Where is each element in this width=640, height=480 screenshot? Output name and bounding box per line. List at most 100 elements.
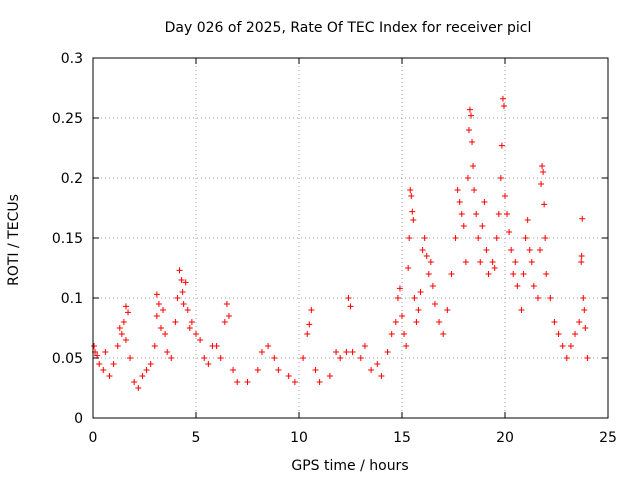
x-tick-label: 10 [290,430,308,446]
data-point [411,295,418,301]
data-point [143,367,150,373]
data-point [153,291,160,298]
y-tick-label: 0.2 [61,171,83,187]
data-point [304,331,311,337]
data-point [465,127,472,133]
data-point [384,349,391,355]
data-point [392,319,399,325]
data-point [491,265,498,271]
data-point [221,319,228,325]
data-point [271,355,278,361]
data-point [485,271,492,277]
data-point [460,223,467,229]
data-point [470,163,477,169]
data-point [333,349,340,355]
data-point [427,259,434,265]
y-axis-title: ROTI / TECUs [6,194,22,286]
data-point [135,385,142,391]
data-point [265,343,272,349]
data-point [534,295,541,301]
data-point [312,367,319,373]
data-point [462,259,469,265]
data-point [176,267,183,274]
data-point [160,307,167,313]
data-point [436,319,443,325]
data-point [118,331,125,337]
data-point [157,325,164,331]
data-point [403,343,410,349]
data-point [337,355,344,361]
data-point [580,295,587,301]
data-point [197,337,204,343]
data-point [547,295,554,301]
data-point [498,142,505,149]
data-point [452,235,459,241]
data-point [518,307,525,313]
data-point [347,303,354,310]
data-point [162,331,169,337]
data-point [106,373,113,379]
data-point [388,331,395,337]
data-point [489,259,496,265]
data-point [572,331,579,337]
data-point [172,319,179,325]
data-point [473,211,480,217]
data-point [153,313,160,319]
data-point [182,279,189,286]
data-point [139,373,146,379]
data-point [345,295,352,301]
data-point [456,199,463,205]
data-point [116,325,123,331]
data-point [258,349,265,355]
data-point [444,307,451,313]
data-point [475,235,482,241]
data-point [127,355,134,361]
data-point [225,313,232,319]
data-point [417,289,424,295]
data-point [401,331,408,337]
data-point [425,271,432,277]
data-point [409,208,416,215]
data-point [581,307,588,313]
data-point [421,235,428,241]
data-point [520,271,527,277]
y-tick-label: 0.1 [61,291,83,307]
data-point [479,223,486,229]
data-point [559,343,566,349]
data-point [343,349,350,355]
data-point [244,379,251,385]
data-point [174,295,181,301]
data-point [584,355,591,361]
data-point [223,301,230,307]
data-point [493,235,500,241]
data-point [497,175,504,181]
data-point [469,139,476,145]
data-point [234,379,241,385]
data-point [502,193,508,199]
data-point [499,95,506,102]
data-point [410,217,417,223]
data-point [164,349,171,355]
data-point [114,343,121,349]
data-point [512,259,519,265]
data-point [102,349,109,355]
data-point [308,307,315,313]
data-point [541,201,548,208]
data-point [326,373,333,379]
data-point [193,331,199,337]
data-point [466,106,473,113]
data-point [155,301,162,307]
data-point [524,217,531,223]
data-point [213,343,220,349]
data-point [100,367,107,373]
data-point [429,283,436,289]
data-point [504,211,511,217]
data-point [563,355,570,361]
data-point [131,379,138,385]
data-point [230,367,237,373]
data-point [458,211,465,217]
plot-frame [92,57,609,419]
data-point [122,303,129,310]
data-point [110,361,117,367]
y-tick-label: 0.25 [52,111,83,127]
